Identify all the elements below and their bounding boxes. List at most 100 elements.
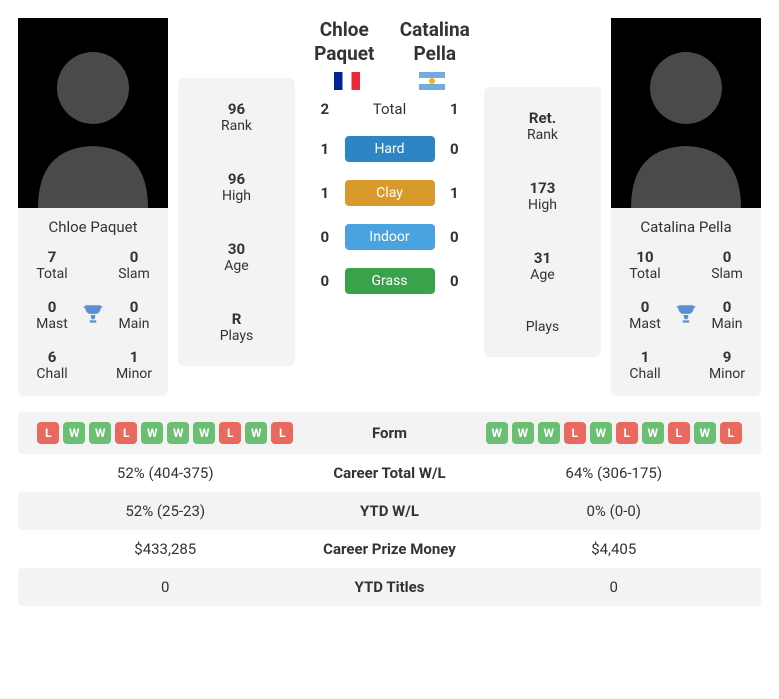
form-result: W — [590, 422, 612, 444]
stat-minor: 1Minor — [106, 348, 162, 382]
form-result: W — [89, 422, 111, 444]
form-result: W — [63, 422, 85, 444]
table-label: YTD W/L — [305, 502, 475, 520]
flags-row — [305, 72, 474, 90]
comparison-root: Chloe Paquet 7Total 0Slam 0Mast 0Main 6C… — [0, 0, 779, 624]
player1-card-name: Chloe Paquet — [24, 218, 162, 236]
comparison-table: LWWLWWWLWLFormWWWLWLWLWL52% (404-375)Car… — [18, 412, 761, 606]
surface-chip: Indoor — [345, 224, 435, 250]
table-label: Career Total W/L — [305, 464, 475, 482]
table-left: $433,285 — [26, 540, 305, 558]
table-right: WWWLWLWLWL — [475, 422, 754, 444]
player1-card: Chloe Paquet 7Total 0Slam 0Mast 0Main 6C… — [18, 18, 168, 396]
table-left: 52% (404-375) — [26, 464, 305, 482]
table-left: 52% (25-23) — [26, 502, 305, 520]
h2h-right-value: 1 — [435, 184, 475, 202]
h2h-left-value: 0 — [305, 228, 345, 246]
form-result: W — [538, 422, 560, 444]
player2-card-name: Catalina Pella — [617, 218, 755, 236]
form-result: L — [720, 422, 742, 444]
top-section: Chloe Paquet 7Total 0Slam 0Mast 0Main 6C… — [18, 18, 761, 396]
info-rank: Ret.Rank — [484, 91, 601, 161]
form-result: L — [115, 422, 137, 444]
form-sequence: WWWLWLWLWL — [475, 422, 754, 444]
h2h-line: 1Clay1 — [305, 180, 474, 206]
stat-main: 0Main — [699, 298, 755, 332]
player1-avatar — [18, 18, 168, 208]
form-result: W — [193, 422, 215, 444]
stat-slam: 0Slam — [699, 248, 755, 282]
player2-avatar — [611, 18, 761, 208]
h2h-line: 1Hard0 — [305, 136, 474, 162]
h2h-line: 0Grass0 — [305, 268, 474, 294]
form-result: L — [271, 422, 293, 444]
table-label: Form — [305, 424, 475, 442]
h2h-left-value: 2 — [305, 100, 345, 118]
silhouette-icon — [611, 18, 761, 208]
h2h-right-value: 1 — [435, 100, 475, 118]
table-right: 0 — [475, 578, 754, 596]
form-result: W — [245, 422, 267, 444]
player2-stat-grid: 10Total 0Slam 0Mast 0Main 1Chall 9Minor — [617, 248, 755, 382]
h2h-name-row: Chloe Paquet Catalina Pella — [305, 18, 474, 66]
h2h-right-value: 0 — [435, 272, 475, 290]
trophy-icon — [80, 302, 106, 328]
info-high: 96High — [178, 152, 295, 222]
player2-card-body: Catalina Pella 10Total 0Slam 0Mast 0Main… — [611, 208, 761, 396]
form-result: L — [37, 422, 59, 444]
silhouette-icon — [18, 18, 168, 208]
stat-slam: 0Slam — [106, 248, 162, 282]
info-plays: Plays — [484, 301, 601, 353]
h2h-total-label: Total — [345, 100, 435, 118]
stat-total: 10Total — [617, 248, 673, 282]
h2h-center: Chloe Paquet Catalina Pella 2Total11Hard… — [305, 18, 474, 312]
h2h-name-right: Catalina Pella — [396, 18, 475, 66]
stat-mast: 0Mast — [24, 298, 80, 332]
info-high: 173High — [484, 161, 601, 231]
flag-player2 — [419, 72, 445, 90]
form-sequence: LWWLWWWLWL — [26, 422, 305, 444]
h2h-left-value: 1 — [305, 140, 345, 158]
form-result: L — [564, 422, 586, 444]
table-label: YTD Titles — [305, 578, 475, 596]
table-row: 0YTD Titles0 — [18, 568, 761, 606]
h2h-line: 2Total1 — [305, 100, 474, 118]
player2-info-card: Ret.Rank 173High 31Age Plays — [484, 87, 601, 357]
table-row: LWWLWWWLWLFormWWWLWLWLWL — [18, 412, 761, 454]
player1-card-body: Chloe Paquet 7Total 0Slam 0Mast 0Main 6C… — [18, 208, 168, 396]
h2h-left-value: 1 — [305, 184, 345, 202]
h2h-name-left: Chloe Paquet — [305, 18, 384, 66]
player1-info-card: 96Rank 96High 30Age RPlays — [178, 78, 295, 366]
stat-minor: 9Minor — [699, 348, 755, 382]
surface-chip: Clay — [345, 180, 435, 206]
form-result: W — [167, 422, 189, 444]
table-right: $4,405 — [475, 540, 754, 558]
player2-card: Catalina Pella 10Total 0Slam 0Mast 0Main… — [611, 18, 761, 396]
table-row: 52% (25-23)YTD W/L0% (0-0) — [18, 492, 761, 530]
table-row: $433,285Career Prize Money$4,405 — [18, 530, 761, 568]
form-result: W — [141, 422, 163, 444]
form-result: L — [616, 422, 638, 444]
stat-chall: 6Chall — [24, 348, 80, 382]
info-rank: 96Rank — [178, 82, 295, 152]
table-row: 52% (404-375)Career Total W/L64% (306-17… — [18, 454, 761, 492]
stat-mast: 0Mast — [617, 298, 673, 332]
info-age: 31Age — [484, 231, 601, 301]
stat-chall: 1Chall — [617, 348, 673, 382]
form-result: W — [694, 422, 716, 444]
flag-player1 — [334, 72, 360, 90]
form-result: L — [668, 422, 690, 444]
form-result: W — [642, 422, 664, 444]
trophy-icon — [673, 302, 699, 328]
h2h-rows: 2Total11Hard01Clay10Indoor00Grass0 — [305, 100, 474, 312]
surface-chip: Grass — [345, 268, 435, 294]
h2h-right-value: 0 — [435, 228, 475, 246]
form-result: W — [486, 422, 508, 444]
surface-chip: Hard — [345, 136, 435, 162]
table-left: 0 — [26, 578, 305, 596]
table-left: LWWLWWWLWL — [26, 422, 305, 444]
h2h-left-value: 0 — [305, 272, 345, 290]
stat-main: 0Main — [106, 298, 162, 332]
table-right: 0% (0-0) — [475, 502, 754, 520]
table-label: Career Prize Money — [305, 540, 475, 558]
